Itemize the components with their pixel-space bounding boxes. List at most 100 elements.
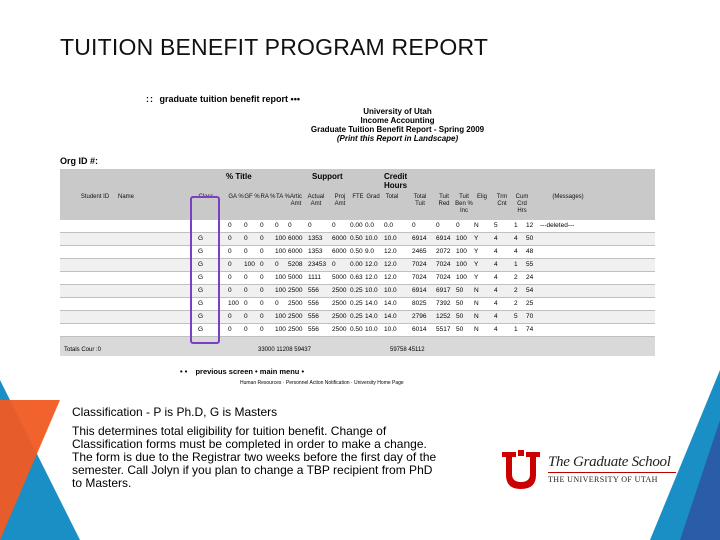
cell-trm-cnt: 4 [494, 261, 498, 268]
cell-tuit-ben: 100 [456, 261, 467, 268]
cell-tuit-red: 7024 [436, 274, 451, 281]
cell-actual: 1353 [308, 248, 323, 255]
column-header-name: Name [117, 194, 134, 200]
cell-proj: 6000 [332, 248, 347, 255]
nav-top-label[interactable]: graduate tuition benefit report [159, 94, 289, 104]
table-row: 0 0 0 0 0 0 0 0.00 0.0 0.0 0 0 0 N 5 1 12 ---deleted--- [60, 220, 655, 233]
cell-class: G [198, 235, 204, 242]
cell-grad: 10.0 [365, 326, 378, 333]
link-university-home[interactable]: University Home Page [353, 380, 404, 386]
cell-proj: 0 [332, 222, 336, 229]
cell-ra: 0 [260, 235, 264, 242]
cell-grad: 14.0 [365, 300, 378, 307]
cell-ra: 0 [260, 313, 264, 320]
cell-cum-crd: 1 [514, 261, 518, 268]
table-row: G 0 0 0 100 2500 556 2500 0.25 10.0 10.0 6914 6917 50… [60, 285, 655, 298]
report-header: University of Utah Income Accounting Gra… [60, 107, 655, 143]
cell-cum-crd: 1 [514, 326, 518, 333]
cell-ta: 100 [275, 274, 286, 281]
logo-name: The Graduate School [548, 454, 671, 470]
header-report-name: Graduate Tuition Benefit Report - Spring… [310, 125, 485, 134]
cell-total-tuit: 2465 [412, 248, 427, 255]
cell-cum-hrs: 55 [526, 261, 534, 268]
cell-elig: Y [474, 274, 479, 281]
link-personnel-action[interactable]: Personnel Action Notification [285, 380, 350, 386]
cell-grad: 12.0 [365, 261, 378, 268]
table-row: G 0 100 0 0 5208 23453 0 0.00 12.0 12.0 7024 7024 100… [60, 259, 655, 272]
cell-ga: 0 [228, 287, 232, 294]
cell-class: G [198, 261, 204, 268]
table-row: G 0 0 0 100 6000 1353 6000 0.50 10.0 10.0 6914 6914 1… [60, 233, 655, 246]
cell-tuit-ben: 0 [456, 222, 460, 229]
header-department: Income Accounting [360, 116, 435, 125]
cell-gf: 100 [244, 261, 255, 268]
cell-total: 10.0 [384, 235, 397, 242]
column-header-ga: GA % [228, 194, 244, 200]
cell-total: 12.0 [384, 248, 397, 255]
cell-total-tuit: 7024 [412, 274, 427, 281]
cell-elig: Y [474, 261, 479, 268]
decor-orange-triangle [0, 400, 60, 540]
cell-total-tuit: 7024 [412, 261, 427, 268]
graduate-school-logo: The Graduate School THE UNIVERSITY OF UT… [500, 450, 680, 490]
cell-trm-cnt: 4 [494, 248, 498, 255]
cell-grad: 10.0 [365, 235, 378, 242]
cell-trm-cnt: 4 [494, 235, 498, 242]
class-column-highlight [190, 196, 220, 344]
footer-links: Human Resources · Personnel Action Notif… [240, 380, 404, 386]
cell-elig: N [474, 326, 479, 333]
cell-artic: 6000 [288, 235, 303, 242]
previous-screen-link[interactable]: previous screen • [195, 367, 258, 376]
cell-ta: 100 [275, 313, 286, 320]
cell-class: G [198, 326, 204, 333]
cell-ta: 0 [275, 300, 279, 307]
cell-trm-cnt: 4 [494, 287, 498, 294]
column-header-total: Total [385, 194, 399, 200]
cell-messages: ---deleted--- [540, 222, 575, 229]
cell-fte: 0.50 [350, 326, 363, 333]
table-row: G 0 0 0 100 2500 556 2500 0.25 14.0 14.0 2796 1252 50… [60, 311, 655, 324]
link-human-resources[interactable]: Human Resources [240, 380, 282, 386]
main-menu-link[interactable]: main menu • [259, 367, 305, 376]
header-print-note: (Print this Report in Landscape) [336, 134, 459, 143]
cell-ga: 0 [228, 326, 232, 333]
cell-tuit-red: 7024 [436, 261, 451, 268]
cell-cum-hrs: 54 [526, 287, 534, 294]
cell-class: G [198, 248, 204, 255]
cell-artic: 0 [288, 222, 292, 229]
cell-total: 12.0 [384, 274, 397, 281]
cell-total-tuit: 2796 [412, 313, 427, 320]
cell-ra: 0 [260, 300, 264, 307]
column-header-tuit-ben: Tuit Ben % Inc [455, 194, 473, 214]
caption: Classification - P is Ph.D, G is Masters… [72, 406, 442, 496]
cell-ta: 100 [275, 287, 286, 294]
cell-ga: 100 [228, 300, 239, 307]
cell-actual: 1111 [308, 274, 322, 281]
cell-total-tuit: 0 [412, 222, 416, 229]
table-row: G 0 0 0 100 2500 556 2500 0.50 10.0 10.0 6014 5517 50… [60, 324, 655, 337]
cell-ra: 0 [260, 261, 264, 268]
report-nav-top[interactable]: :: graduate tuition benefit report ••• [146, 94, 300, 104]
cell-total-tuit: 8025 [412, 300, 427, 307]
nav-bottom-dots: • • [180, 367, 188, 376]
cell-tuit-red: 1252 [436, 313, 451, 320]
cell-trm-cnt: 4 [494, 313, 498, 320]
cell-actual: 556 [308, 300, 319, 307]
cell-proj: 2500 [332, 287, 347, 294]
nav-top-dots: ••• [290, 94, 300, 104]
cell-proj: 6000 [332, 235, 347, 242]
cell-ra: 0 [260, 287, 264, 294]
totals-tuition: 59758 45112 [390, 347, 425, 353]
cell-elig: Y [474, 235, 479, 242]
cell-total: 12.0 [384, 261, 397, 268]
cell-class: G [198, 287, 204, 294]
cell-gf: 0 [244, 235, 248, 242]
cell-fte: 0.25 [350, 287, 363, 294]
cell-total: 10.0 [384, 287, 397, 294]
column-header-actual: Actual Amt [307, 194, 325, 207]
report-nav-bottom: • • previous screen • main menu • [180, 367, 304, 376]
cell-proj: 2500 [332, 300, 347, 307]
column-header-elig: Elig [476, 194, 487, 200]
cell-grad: 12.0 [365, 274, 378, 281]
cell-ga: 0 [228, 261, 232, 268]
